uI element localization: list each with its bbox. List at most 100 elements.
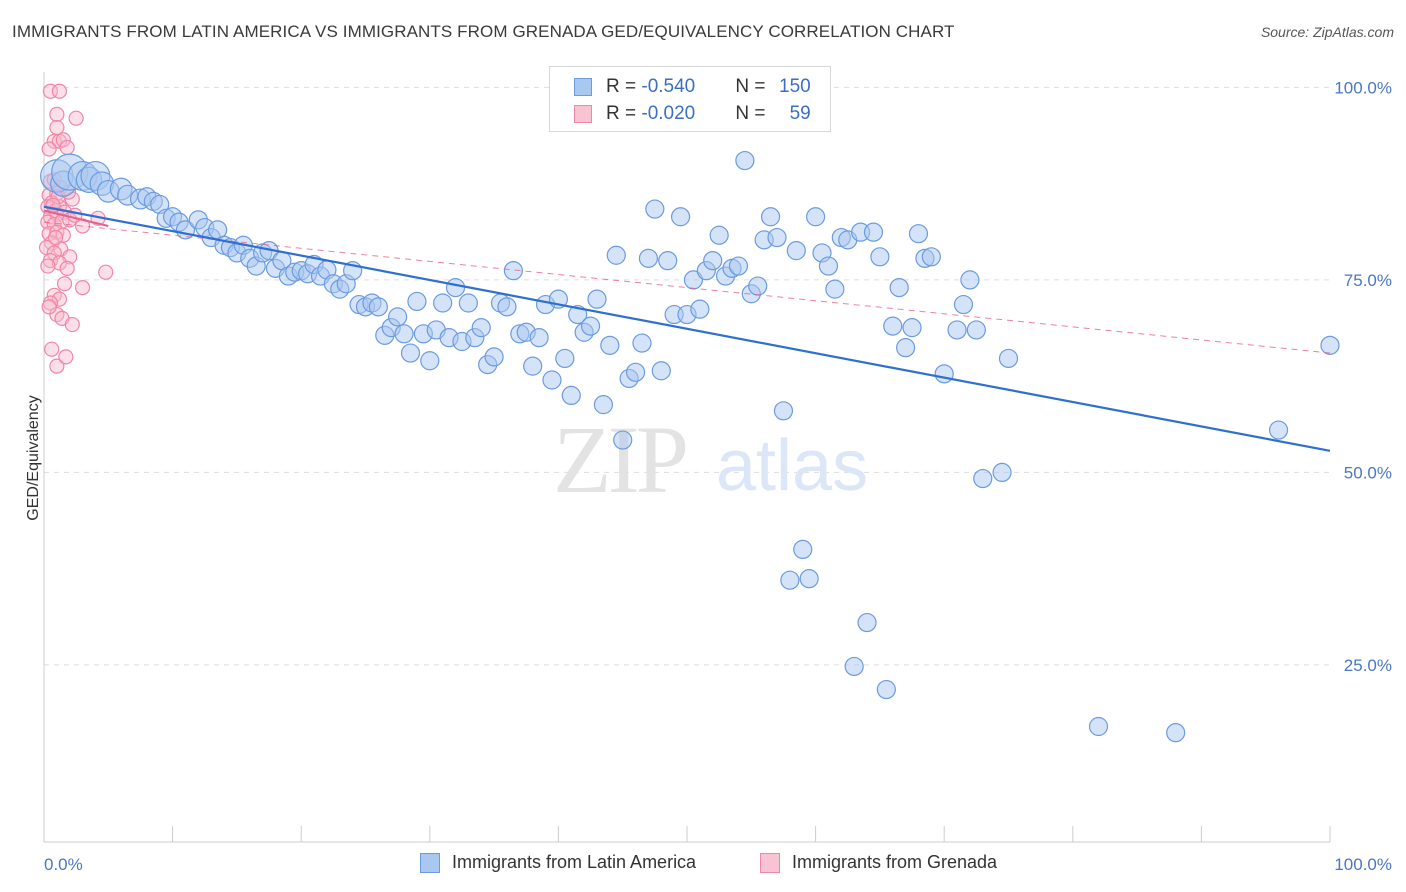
y-tick-label: 100.0% [1334, 78, 1392, 97]
x-tick-label: 0.0% [44, 855, 83, 874]
latin-america-point [529, 328, 549, 348]
latin-america-point [484, 347, 504, 367]
grenada-point [59, 139, 75, 156]
grenada-point [51, 291, 68, 307]
r-value: -0.020 [641, 103, 696, 124]
latin-america-point [748, 276, 768, 296]
grenada-point [58, 349, 74, 365]
legend-label: Immigrants from Latin America [452, 852, 697, 872]
correlation-legend: R = -0.540 N = 150 R = -0.020 N = 59 [549, 66, 831, 132]
latin-america-point [503, 261, 523, 281]
latin-america-point [368, 297, 388, 317]
x-tick-label: 100.0% [1334, 855, 1392, 874]
latin-america-point [542, 370, 562, 390]
grenada-trend-solid [43, 209, 109, 227]
trend-lines [43, 205, 1331, 452]
grenada-point [51, 83, 68, 99]
latin-america-point [407, 291, 427, 312]
series-legend: Immigrants from Latin America Immigrants… [0, 852, 1406, 876]
grenada-point [49, 106, 65, 122]
grenada-point [98, 264, 114, 280]
grenada-point [64, 316, 80, 333]
latin-america-point [555, 348, 575, 369]
latin-america-point [883, 316, 903, 336]
latin-america-point [844, 656, 864, 677]
grenada-point [68, 110, 84, 126]
latin-america-point [561, 385, 581, 405]
latin-america-point [973, 468, 993, 489]
legend-item-latin-america: Immigrants from Latin America [420, 852, 696, 873]
latin-america-point [728, 256, 749, 276]
latin-america-point [934, 364, 954, 384]
watermark: ZIP atlas [553, 406, 868, 513]
latin-america-point [709, 225, 729, 245]
y-tick-label: 50.0% [1344, 463, 1392, 482]
grenada-point [55, 132, 71, 148]
latin-america-point [876, 679, 896, 700]
latin-america-point [767, 227, 787, 248]
gridlines [44, 86, 1330, 666]
latin-america-point [896, 338, 916, 358]
r-label: R = [606, 103, 642, 124]
latin-america-point [497, 297, 517, 317]
latin-america-point [394, 324, 414, 344]
grenada-point [47, 229, 64, 246]
y-axis-title: GED/Equivalency [25, 395, 42, 520]
latin-america-swatch [420, 852, 440, 873]
latin-america-point [1268, 420, 1289, 440]
grenada-point [51, 255, 68, 271]
grenada-point [49, 358, 65, 374]
latin-america-point [1166, 723, 1186, 743]
r-label: R = [606, 76, 642, 97]
n-label: N = [735, 76, 771, 97]
latin-america-point [760, 207, 781, 227]
r-value: -0.540 [641, 76, 696, 97]
chart-title: IMMIGRANTS FROM LATIN AMERICA VS IMMIGRA… [12, 22, 955, 41]
latin-america-point [805, 207, 826, 227]
latin-america-point [433, 293, 453, 313]
latin-america-point [471, 318, 491, 338]
n-label: N = [735, 103, 771, 124]
latin-america-point [420, 351, 440, 371]
latin-america-point [587, 289, 607, 309]
latin-america-point [568, 304, 588, 325]
latin-america-point [857, 612, 877, 633]
latin-america-point [780, 570, 800, 590]
x-tick-labels: 0.0% 100.0% [44, 855, 1392, 874]
axes [43, 72, 1331, 843]
latin-america-point [998, 348, 1019, 369]
grenada-point [59, 260, 75, 276]
grenada-point [40, 258, 56, 274]
latin-america-point [953, 294, 974, 315]
grenada-swatch [760, 852, 780, 873]
legend-item-grenada: Immigrants from Grenada [760, 852, 997, 873]
latin-america-point [921, 247, 941, 267]
latin-america-point [902, 318, 922, 338]
grenada-points [38, 83, 114, 374]
latin-america-point [825, 279, 845, 299]
watermark-zip: ZIP [553, 406, 686, 513]
latin-america-point [632, 333, 652, 353]
latin-america-point [1320, 335, 1340, 355]
latin-america-point [645, 199, 665, 219]
latin-america-point [638, 248, 659, 268]
latin-america-point [966, 320, 986, 340]
legend-row-latin-america: R = -0.540 N = 150 [574, 74, 811, 100]
latin-america-swatch [574, 78, 592, 96]
latin-america-point [600, 335, 620, 355]
latin-america-point [658, 251, 678, 271]
latin-america-point [445, 278, 466, 298]
latin-america-point [773, 401, 794, 421]
latin-america-point [690, 299, 710, 319]
latin-america-point [947, 320, 967, 340]
latin-america-point [793, 539, 813, 560]
y-tick-label: 75.0% [1344, 271, 1392, 290]
latin-america-point [606, 245, 626, 265]
latin-america-point [625, 362, 646, 382]
n-value: 59 [789, 103, 811, 124]
latin-america-point [523, 356, 543, 376]
latin-america-trend [43, 205, 1331, 452]
latin-america-point [593, 395, 614, 415]
latin-america-point [863, 222, 884, 242]
